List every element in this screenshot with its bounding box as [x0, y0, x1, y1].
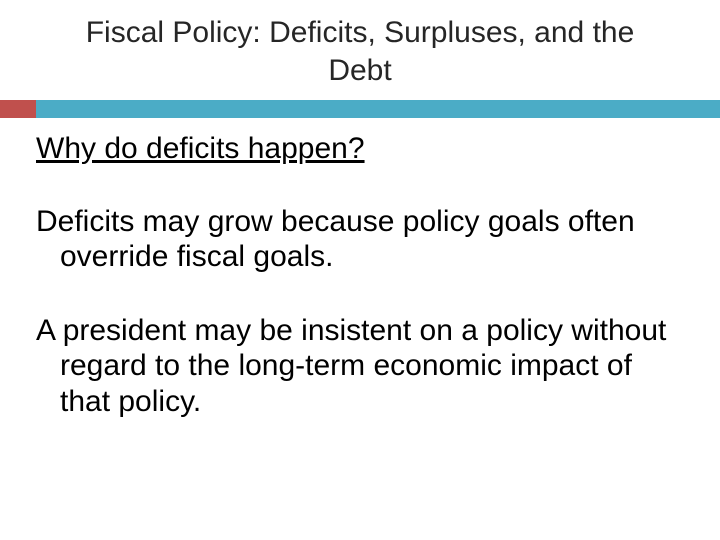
slide: Fiscal Policy: Deficits, Surpluses, and … [0, 0, 720, 540]
accent-teal [36, 100, 720, 118]
paragraph-1: Deficits may grow because policy goals o… [36, 204, 684, 275]
paragraph-1-text: Deficits may grow because policy goals o… [36, 204, 684, 275]
paragraph-2-text: A president may be insistent on a policy… [36, 313, 684, 419]
subheading: Why do deficits happen? [36, 132, 684, 166]
accent-red [0, 100, 36, 118]
paragraph-2: A president may be insistent on a policy… [36, 313, 684, 419]
content-area: Why do deficits happen? Deficits may gro… [36, 132, 684, 457]
accent-bar [0, 100, 720, 118]
slide-title: Fiscal Policy: Deficits, Surpluses, and … [0, 14, 720, 89]
title-area: Fiscal Policy: Deficits, Surpluses, and … [0, 0, 720, 89]
